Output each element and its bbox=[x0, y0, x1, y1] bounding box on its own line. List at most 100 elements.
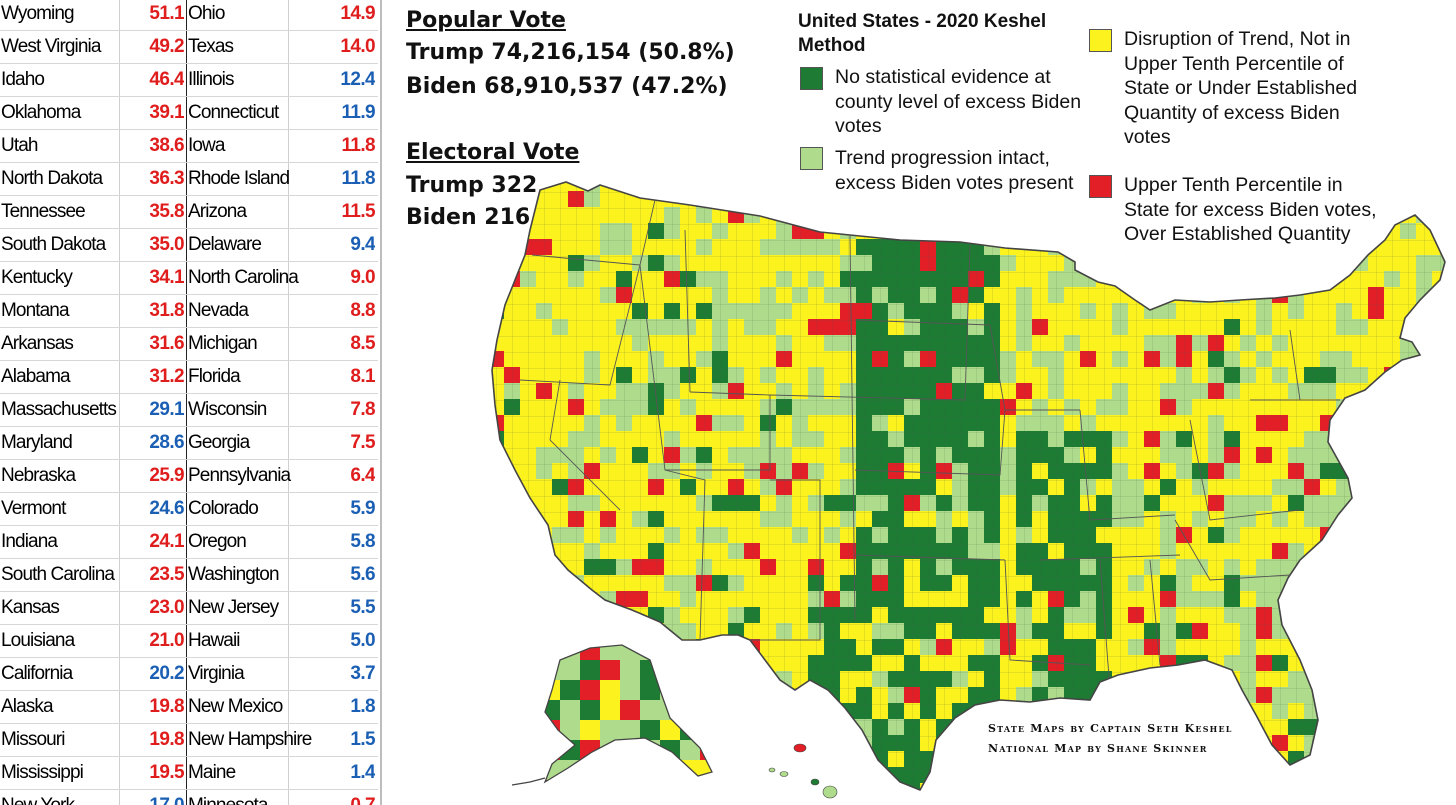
state-name: Utah bbox=[1, 135, 38, 156]
state-name: Alaska bbox=[1, 696, 54, 717]
map-credit-national: National Map by Shane Skinner bbox=[988, 742, 1208, 755]
state-name: Illinois bbox=[188, 69, 235, 90]
state-name: South Dakota bbox=[1, 234, 106, 255]
table-row: Alabama 31.2 Florida 8.1 bbox=[0, 360, 378, 394]
electoral-vote-heading: Electoral Vote bbox=[406, 140, 580, 165]
state-name: Idaho bbox=[1, 69, 45, 90]
state-value: 28.6 bbox=[149, 432, 184, 453]
state-name: North Dakota bbox=[1, 168, 103, 189]
electoral-vote-trump: Trump 322 bbox=[406, 173, 538, 198]
table-row: California 20.2 Virginia 3.7 bbox=[0, 657, 378, 691]
table-row: Alaska 19.8 New Mexico 1.8 bbox=[0, 690, 378, 724]
state-name: Maine bbox=[188, 762, 236, 783]
table-row: Nebraska 25.9 Pennsylvania 6.4 bbox=[0, 459, 378, 493]
table-row: Wyoming 51.1 Ohio 14.9 bbox=[0, 0, 378, 31]
state-name: West Virginia bbox=[1, 36, 101, 57]
state-value: 11.8 bbox=[341, 135, 375, 156]
table-row: Louisiana 21.0 Hawaii 5.0 bbox=[0, 624, 378, 658]
state-name: Iowa bbox=[188, 135, 225, 156]
state-name: Connecticut bbox=[188, 102, 279, 123]
legend-label-yellow: Disruption of Trend, Not in Upper Tenth … bbox=[1124, 28, 1358, 148]
state-value: 11.9 bbox=[341, 102, 375, 123]
state-value: 31.6 bbox=[149, 333, 184, 354]
state-value: 35.8 bbox=[149, 201, 184, 222]
table-row: North Dakota 36.3 Rhode Island 11.8 bbox=[0, 162, 378, 196]
hawaii-islands bbox=[768, 743, 838, 799]
state-value: 6.4 bbox=[350, 465, 375, 486]
state-value: 11.5 bbox=[341, 201, 375, 222]
electoral-vote-biden: Biden 216 bbox=[406, 205, 531, 230]
state-value: 49.2 bbox=[149, 36, 184, 57]
state-value: 1.8 bbox=[350, 696, 375, 717]
state-value: 1.4 bbox=[350, 762, 375, 783]
state-name: Pennsylvania bbox=[188, 465, 291, 486]
state-name: Virginia bbox=[188, 663, 245, 684]
state-value: 19.8 bbox=[149, 729, 184, 750]
state-name: Kentucky bbox=[1, 267, 73, 288]
state-name: Louisiana bbox=[1, 630, 75, 651]
column-gridline bbox=[119, 0, 120, 805]
state-name: New Mexico bbox=[188, 696, 283, 717]
state-value: 5.8 bbox=[350, 531, 375, 552]
state-value: 5.9 bbox=[350, 498, 375, 519]
map-credit-state: State Maps by Captain Seth Keshel bbox=[988, 722, 1233, 735]
state-name: Wisconsin bbox=[188, 399, 267, 420]
state-name: Georgia bbox=[188, 432, 250, 453]
state-value: 23.0 bbox=[149, 597, 184, 618]
state-value: 20.2 bbox=[149, 663, 184, 684]
state-name: Indiana bbox=[1, 531, 58, 552]
state-name: Arkansas bbox=[1, 333, 74, 354]
legend-swatch-red bbox=[1089, 175, 1112, 198]
state-name: Ohio bbox=[188, 3, 225, 24]
table-row: Indiana 24.1 Oregon 5.8 bbox=[0, 525, 378, 559]
state-name: Colorado bbox=[188, 498, 259, 519]
state-name: Massachusetts bbox=[1, 399, 117, 420]
state-value: 25.9 bbox=[149, 465, 184, 486]
state-value: 46.4 bbox=[149, 69, 184, 90]
state-value: 24.6 bbox=[149, 498, 184, 519]
state-value: 38.6 bbox=[149, 135, 184, 156]
state-name: New Hampshire bbox=[188, 729, 312, 750]
state-name: Florida bbox=[188, 366, 241, 387]
legend-label-dark-green: No statistical evidence at county level … bbox=[835, 66, 1082, 137]
state-name: Arizona bbox=[188, 201, 247, 222]
state-name: Washington bbox=[188, 564, 280, 585]
state-value: 0.7 bbox=[310, 789, 375, 805]
state-value: 19.5 bbox=[149, 762, 184, 783]
state-name: Nebraska bbox=[1, 465, 76, 486]
state-name: Michigan bbox=[188, 333, 258, 354]
state-name: California bbox=[1, 663, 73, 684]
state-value: 29.1 bbox=[149, 399, 184, 420]
state-value: 21.0 bbox=[149, 630, 184, 651]
state-name: Mississippi bbox=[1, 762, 84, 783]
state-value: 14.9 bbox=[340, 3, 375, 24]
table-row: Massachusetts 29.1 Wisconsin 7.8 bbox=[0, 393, 378, 427]
table-row: Maryland 28.6 Georgia 7.5 bbox=[0, 426, 378, 460]
table-row: Kentucky 34.1 North Carolina 9.0 bbox=[0, 261, 378, 295]
state-name: Montana bbox=[1, 300, 70, 321]
table-row: Arkansas 31.6 Michigan 8.5 bbox=[0, 327, 378, 361]
state-value: 7.5 bbox=[350, 432, 375, 453]
state-value: 14.0 bbox=[340, 36, 375, 57]
table-row: Missouri 19.8 New Hampshire 1.5 bbox=[0, 723, 378, 757]
column-gridline bbox=[288, 0, 289, 805]
state-value: 8.5 bbox=[350, 333, 375, 354]
table-row: Utah 38.6 Iowa 11.8 bbox=[0, 129, 378, 163]
state-value: 24.1 bbox=[149, 531, 184, 552]
state-value: 1.5 bbox=[350, 729, 375, 750]
state-name: Minnesota bbox=[188, 789, 328, 805]
legend-swatch-dark-green bbox=[800, 67, 823, 90]
state-name: North Carolina bbox=[188, 267, 299, 288]
table-row: West Virginia 49.2 Texas 14.0 bbox=[0, 30, 378, 64]
state-name: New York bbox=[1, 789, 151, 805]
state-name: Missouri bbox=[1, 729, 65, 750]
legend-swatch-light-green bbox=[800, 147, 823, 170]
popular-vote-trump: Trump 74,216,154 (50.8%) bbox=[406, 40, 735, 65]
state-name: Texas bbox=[188, 36, 234, 57]
legend-label-red: Upper Tenth Percentile in State for exce… bbox=[1124, 174, 1377, 245]
state-value: 34.1 bbox=[149, 267, 184, 288]
state-name: Kansas bbox=[1, 597, 60, 618]
state-value: 8.8 bbox=[350, 300, 375, 321]
state-value: 39.1 bbox=[149, 102, 184, 123]
state-value: 12.4 bbox=[340, 69, 375, 90]
